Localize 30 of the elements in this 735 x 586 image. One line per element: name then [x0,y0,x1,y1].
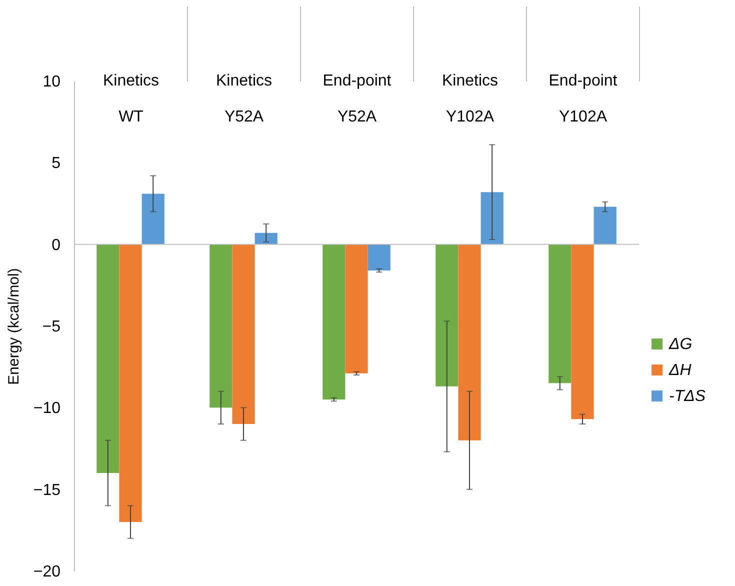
bar [119,244,142,522]
bar [436,244,458,386]
legend-label: ΔG [668,336,692,353]
bar [142,194,164,244]
legend-label: ΔH [668,362,692,379]
bar [96,244,120,473]
bar [548,244,572,384]
bar [368,244,390,270]
bar [322,244,346,400]
bar [210,244,232,408]
y-tick-label: 5 [52,155,61,172]
y-tick-label: −10 [33,400,61,418]
y-axis-title: Energy (kcal/mol) [5,268,22,385]
x-tick-label: Kinetics Y52A [216,72,272,126]
y-tick-label: 0 [52,236,61,254]
bar [480,192,504,244]
bar [458,244,481,440]
y-tick-label: 10 [42,74,61,90]
bar [232,244,255,424]
y-tick-label: −5 [42,318,61,336]
y-tick-label: −15 [33,482,61,499]
y-tick-label: −20 [33,564,61,580]
x-tick-label: Kinetics WT [102,72,160,126]
bar [571,244,594,420]
bar [345,244,368,374]
bar [594,206,616,244]
legend-label: -TΔS [669,388,706,405]
x-tick-label: End-point Y52A [322,72,392,126]
x-tick-label: Kinetics Y102A [442,72,498,126]
x-tick-label: End-point Y102A [548,72,618,126]
